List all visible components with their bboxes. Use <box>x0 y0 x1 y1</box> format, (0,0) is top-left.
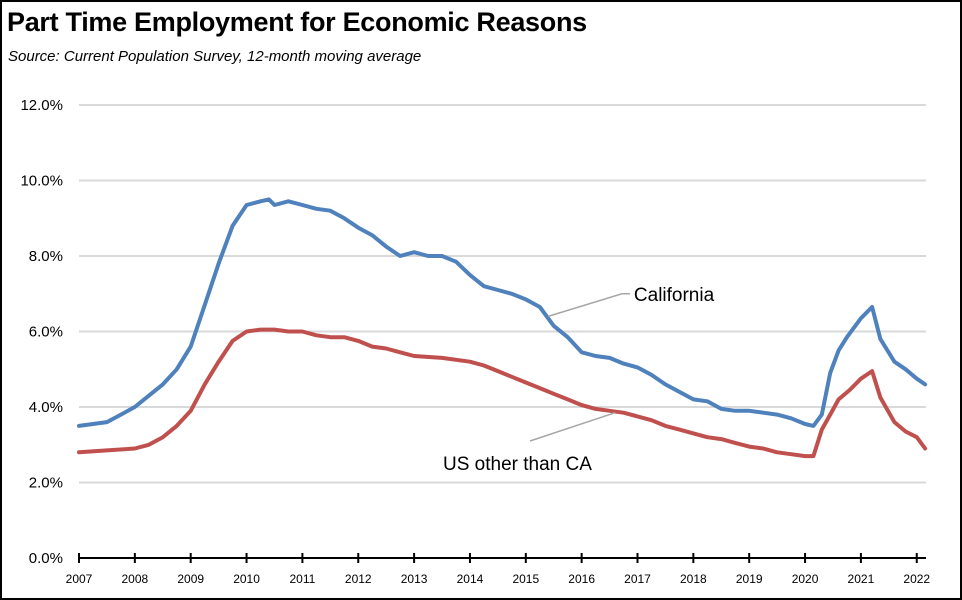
series-lines <box>77 197 928 459</box>
x-tick-label: 2017 <box>624 572 651 586</box>
y-tick-label: 8.0% <box>29 248 63 265</box>
x-tick-label: 2012 <box>345 572 372 586</box>
california-leader-line <box>547 293 630 318</box>
us-other-label: US other than CA <box>443 454 592 475</box>
x-tick-label: 2020 <box>792 572 819 586</box>
x-tick-label: 2022 <box>903 572 930 586</box>
x-tick-label: 2019 <box>736 572 763 586</box>
series-line-us-other-than-ca <box>77 327 928 459</box>
x-tick-label: 2013 <box>401 572 428 586</box>
series-annotations: California US other than CA <box>443 285 715 475</box>
x-tick-label: 2018 <box>680 572 707 586</box>
y-tick-label: 0.0% <box>29 550 63 567</box>
x-tick-label: 2015 <box>512 572 539 586</box>
us-other-leader-line <box>529 411 616 442</box>
y-tick-label: 2.0% <box>29 475 63 492</box>
y-tick-label: 10.0% <box>20 173 63 190</box>
x-tick-label: 2007 <box>66 572 93 586</box>
x-tick-label: 2010 <box>233 572 260 586</box>
chart-title: Part Time Employment for Economic Reason… <box>7 7 587 37</box>
series-line-california <box>77 197 928 428</box>
y-tick-label: 12.0% <box>20 97 63 114</box>
y-axis-tick-labels: 0.0% 2.0% 4.0% 6.0% 8.0% 10.0% 12.0% <box>20 97 63 567</box>
x-tick-label: 2009 <box>177 572 204 586</box>
y-tick-label: 4.0% <box>29 399 63 416</box>
gridlines <box>79 104 926 484</box>
x-tick-label: 2021 <box>848 572 875 586</box>
y-tick-label: 6.0% <box>29 324 63 341</box>
chart-subtitle: Source: Current Population Survey, 12-mo… <box>8 48 422 65</box>
x-axis: 2007 2008 2009 2010 2011 2012 2013 2014 2015 2016… <box>66 553 930 586</box>
x-tick-label: 2016 <box>568 572 595 586</box>
x-tick-label: 2014 <box>457 572 484 586</box>
x-tick-label: 2008 <box>121 572 148 586</box>
california-label: California <box>634 285 715 306</box>
x-tick-label: 2011 <box>289 572 315 586</box>
